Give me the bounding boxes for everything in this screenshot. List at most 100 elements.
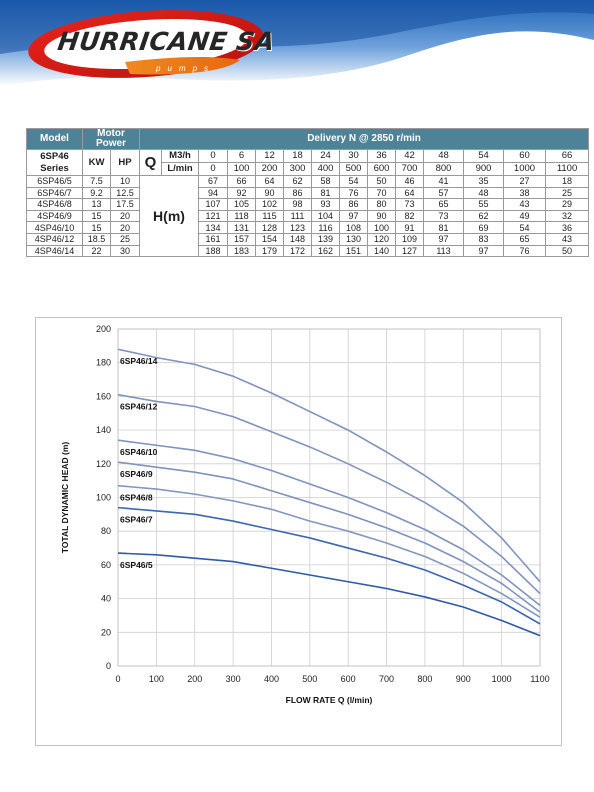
chart-svg: 6SP46/5 6SP46/7 6SP46/8 6SP46/9 6SP46/10 6SP4…	[60, 324, 550, 705]
m3h-cell: 42	[395, 149, 424, 163]
head-value-cell: 172	[283, 244, 312, 258]
y-tick-label: 40	[101, 594, 111, 604]
series-label: 6SP46/5	[120, 560, 153, 570]
head-value-cell: 50	[367, 175, 396, 188]
lmin-label: L/min	[161, 162, 199, 176]
head-value-cell: 140	[367, 244, 396, 258]
y-tick-label: 200	[96, 324, 111, 334]
x-tick-label: 700	[379, 674, 394, 684]
table-row: 4SP46/14 22 30 188 183 179 172 162 151 140 127 113 9…	[26, 244, 590, 258]
table-row: 4SP46/12 18.5 25 161 157 154 148 139 130 120 109 97…	[26, 232, 590, 246]
head-value-cell: 115	[255, 209, 284, 223]
model-cell: 4SP46/8	[26, 198, 83, 211]
head-value-cell: 57	[423, 186, 464, 200]
lmin-cell: 800	[423, 162, 464, 176]
head-value-cell: 86	[339, 198, 368, 211]
lmin-cell: 200	[255, 162, 284, 176]
x-tick-label: 300	[226, 674, 241, 684]
series-label: 6SP46/12	[120, 402, 158, 412]
x-tick-label: 200	[187, 674, 202, 684]
head-value-cell: 43	[544, 232, 590, 246]
head-value-cell: 41	[423, 175, 464, 188]
head-value-cell: 35	[463, 175, 504, 188]
brand-logo-text: HURRICANE SA	[55, 27, 277, 56]
head-value-cell: 73	[423, 209, 464, 223]
head-value-cell: 127	[395, 244, 424, 258]
table-subheader-row-lmin: L/min 0 100 200 300 400 500 600 700 800 …	[27, 162, 590, 176]
head-value-cell: 148	[283, 232, 312, 246]
head-value-cell: 50	[544, 244, 590, 258]
head-value-cell: 92	[227, 186, 256, 200]
head-value-cell: 29	[544, 198, 590, 211]
m3h-cell: 66	[544, 149, 590, 163]
head-value-cell: 81	[311, 186, 340, 200]
kw-header: KW	[82, 149, 111, 176]
head-value-cell: 108	[339, 221, 368, 234]
lmin-cell: 1100	[544, 162, 590, 176]
head-value-cell: 49	[503, 209, 546, 223]
tick-labels: 0 20 40 60 80 100 120 140 160 180 200 0 100 200 300 400…	[96, 324, 550, 684]
head-value-cell: 151	[339, 244, 368, 258]
head-value-cell: 97	[423, 232, 464, 246]
head-value-cell: 113	[423, 244, 464, 258]
head-value-cell: 54	[339, 175, 368, 188]
head-value-cell: 93	[311, 198, 340, 211]
head-value-cell: 69	[463, 221, 504, 234]
series-label: 6SP46/9	[120, 469, 153, 479]
head-value-cell: 54	[503, 221, 546, 234]
head-value-cell: 98	[283, 198, 312, 211]
head-value-cell: 48	[463, 186, 504, 200]
x-tick-label: 600	[341, 674, 356, 684]
head-value-cell: 58	[311, 175, 340, 188]
x-tick-label: 800	[417, 674, 432, 684]
head-value-cell: 162	[311, 244, 340, 258]
hp-cell: 10	[110, 175, 140, 188]
x-axis-title: FLOW RATE Q (l/min)	[286, 695, 373, 705]
series-line-6SP46-9	[117, 461, 541, 613]
y-axis-title: TOTAL DYNAMIC HEAD (m)	[60, 442, 70, 554]
y-tick-label: 0	[106, 661, 111, 671]
series-label: 6SP46/8	[120, 493, 153, 503]
model-cell: 6SP46/7	[26, 186, 83, 200]
model-cell: 4SP46/12	[26, 232, 83, 246]
lmin-cell: 500	[339, 162, 368, 176]
head-value-cell: 76	[339, 186, 368, 200]
head-value-cell: 66	[227, 175, 256, 188]
head-value-cell: 134	[198, 221, 228, 234]
x-tick-label: 500	[302, 674, 317, 684]
head-value-cell: 65	[503, 232, 546, 246]
head-value-cell: 111	[283, 209, 312, 223]
y-tick-label: 60	[101, 560, 111, 570]
head-label-cell: H(m)	[139, 174, 199, 258]
head-value-cell: 179	[255, 244, 284, 258]
y-tick-label: 180	[96, 358, 111, 368]
table-row: 4SP46/10 15 20 134 131 128 123 116 108 100 91 81 69 5…	[26, 221, 590, 234]
head-value-cell: 90	[367, 209, 396, 223]
head-value-cell: 100	[367, 221, 396, 234]
lmin-cell: 700	[395, 162, 424, 176]
x-tick-label: 400	[264, 674, 279, 684]
kw-cell: 15	[82, 221, 111, 234]
model-cell: 4SP46/14	[26, 244, 83, 258]
head-value-cell: 154	[255, 232, 284, 246]
head-value-cell: 97	[463, 244, 504, 258]
head-value-cell: 86	[283, 186, 312, 200]
head-value-cell: 139	[311, 232, 340, 246]
head-value-cell: 43	[503, 198, 546, 211]
head-value-cell: 80	[367, 198, 396, 211]
head-value-cell: 62	[463, 209, 504, 223]
hp-cell: 20	[110, 221, 140, 234]
y-tick-label: 20	[101, 627, 111, 637]
head-value-cell: 62	[283, 175, 312, 188]
kw-cell: 18.5	[82, 232, 111, 246]
series-label: 6SP46/10	[120, 447, 158, 457]
head-value-cell: 104	[311, 209, 340, 223]
model-cell: 6SP46/5	[26, 175, 83, 188]
m3h-cell: 0	[198, 149, 228, 163]
kw-cell: 22	[82, 244, 111, 258]
head-value-cell: 46	[395, 175, 424, 188]
lmin-cell: 900	[463, 162, 504, 176]
head-value-cell: 94	[198, 186, 228, 200]
series-line-6SP46-5	[117, 552, 541, 637]
header-banner: HURRICANE SA pumps	[0, 0, 594, 86]
